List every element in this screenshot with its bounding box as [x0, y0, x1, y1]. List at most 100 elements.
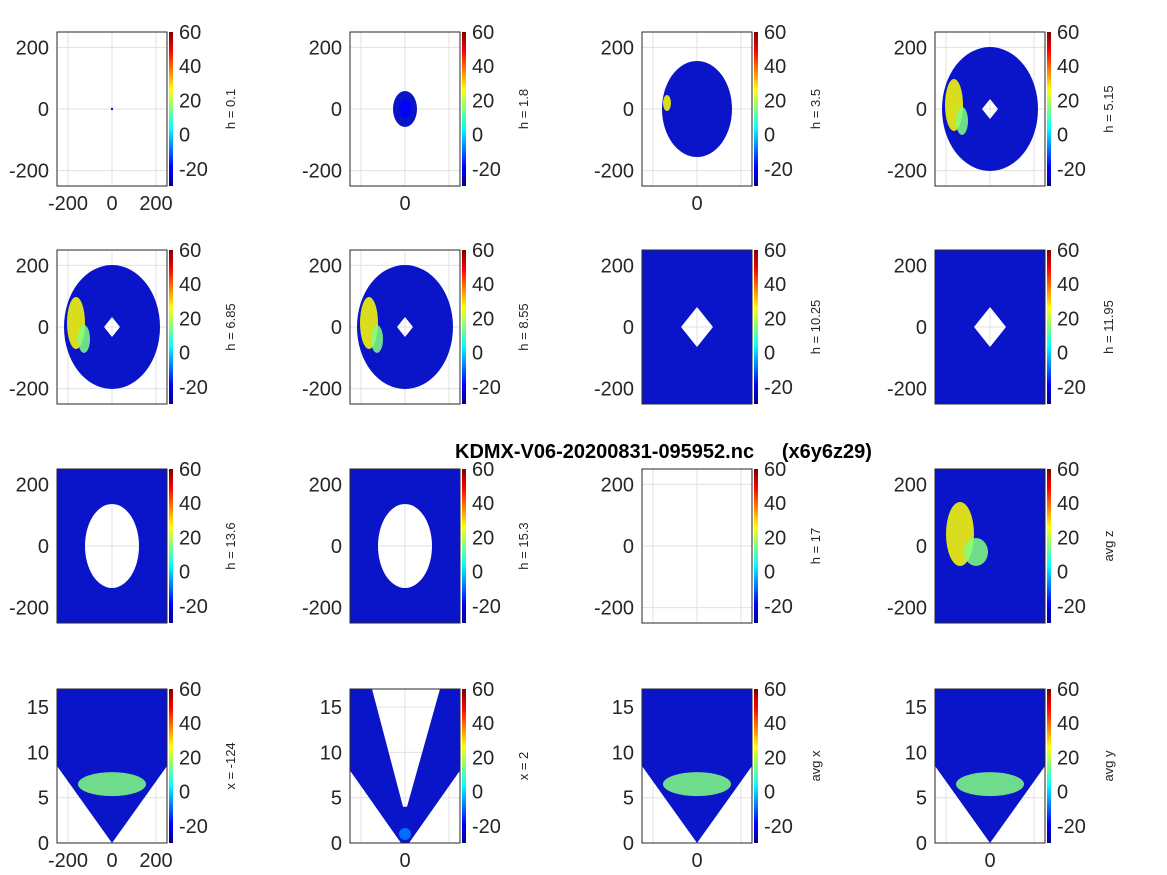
y-tick-label: 200: [16, 255, 49, 277]
colorbar-tick-label: 20: [1057, 747, 1079, 769]
colorbar-tick-label: 60: [179, 22, 201, 44]
x-tick-label: 0: [399, 850, 410, 872]
colorbar: [462, 689, 466, 843]
colorbar-tick-label: 60: [764, 459, 786, 481]
y-tick-label: 200: [601, 255, 634, 277]
y-tick-label: -200: [887, 161, 927, 183]
x-tick-label: 0: [106, 193, 117, 215]
y-tick-label: -200: [594, 161, 634, 183]
colorbar-tick-label: 60: [764, 240, 786, 262]
panel-label: x = -124: [223, 742, 238, 789]
colorbar-tick-label: -20: [764, 159, 793, 181]
colorbar-tick-label: 40: [179, 56, 201, 78]
heatmap-h-1.8: [393, 91, 417, 127]
y-tick-label: 0: [916, 833, 927, 855]
colorbar-tick-label: 40: [764, 493, 786, 515]
panel-label: h = 8.55: [516, 303, 531, 350]
axes-frame: [934, 468, 1046, 624]
colorbar-tick-label: 60: [472, 679, 494, 701]
colorbar-tick-label: 60: [472, 240, 494, 262]
y-tick-label: 5: [331, 788, 342, 810]
y-tick-label: 10: [320, 742, 342, 764]
colorbar: [462, 250, 466, 404]
colorbar-tick-label: 0: [472, 125, 483, 147]
colorbar-tick-label: -20: [179, 596, 208, 618]
y-tick-label: 15: [905, 697, 927, 719]
y-tick-label: 0: [331, 833, 342, 855]
y-tick-label: 0: [331, 536, 342, 558]
colorbar-tick-label: 40: [1057, 56, 1079, 78]
colorbar-tick-label: 60: [1057, 459, 1079, 481]
colorbar-tick-label: 20: [179, 527, 201, 549]
colorbar: [462, 469, 466, 623]
y-tick-label: -200: [9, 379, 49, 401]
echo-region: [110, 107, 114, 111]
colorbar-tick-label: -20: [1057, 159, 1086, 181]
colorbar: [169, 32, 173, 186]
figure-title: KDMX-V06-20200831-095952.nc (x6y6z29): [455, 441, 872, 463]
panel-label: avg y: [1101, 750, 1116, 782]
colorbar-tick-label: 0: [764, 343, 775, 365]
heatmap-h-11.95: [935, 250, 1045, 404]
colorbar-tick-label: 40: [1057, 713, 1079, 735]
echo-region: [942, 47, 1038, 171]
axes-frame: [641, 31, 753, 187]
colorbar-tick-label: 20: [764, 308, 786, 330]
y-tick-label: -200: [9, 161, 49, 183]
colorbar-tick-label: 20: [179, 90, 201, 112]
colorbar-tick-label: 40: [179, 713, 201, 735]
heatmap-x-2: [350, 689, 460, 843]
panel-label: x = 2: [516, 752, 531, 781]
axes-frame: [641, 468, 753, 624]
y-tick-label: 5: [38, 788, 49, 810]
x-tick-label: 0: [691, 850, 702, 872]
colorbar-tick-label: 60: [179, 459, 201, 481]
y-tick-label: 0: [38, 536, 49, 558]
panel-label: h = 0.1: [223, 89, 238, 129]
panel-label: h = 6.85: [223, 303, 238, 350]
colorbar-tick-label: 60: [1057, 679, 1079, 701]
y-tick-label: 200: [309, 255, 342, 277]
heatmap-h-15.3: [350, 469, 460, 623]
colorbar-tick-label: 0: [179, 782, 190, 804]
colorbar-tick-label: 40: [179, 493, 201, 515]
colorbar: [1047, 250, 1051, 404]
colorbar-tick-label: -20: [179, 377, 208, 399]
colorbar-tick-label: 60: [764, 22, 786, 44]
colorbar-tick-label: 20: [764, 527, 786, 549]
y-tick-label: 0: [331, 99, 342, 121]
colorbar-tick-label: 40: [764, 274, 786, 296]
colorbar-tick-label: -20: [472, 596, 501, 618]
colorbar-tick-label: 0: [179, 125, 190, 147]
y-tick-label: -200: [594, 379, 634, 401]
echo-region: [64, 265, 160, 389]
y-tick-label: 200: [894, 255, 927, 277]
axes-frame: [56, 249, 168, 405]
y-tick-label: 0: [623, 317, 634, 339]
echo-region: [662, 61, 732, 157]
heatmap-h-3.5: [662, 61, 732, 157]
colorbar: [169, 250, 173, 404]
y-tick-label: 0: [623, 536, 634, 558]
colorbar-tick-label: 0: [472, 343, 483, 365]
axes-frame: [641, 688, 753, 844]
panel-label: h = 11.95: [1101, 300, 1116, 354]
heatmap-h-5.15: [942, 47, 1038, 171]
y-tick-label: 200: [601, 474, 634, 496]
echo-blob: [956, 107, 968, 135]
colorbar-tick-label: 40: [472, 274, 494, 296]
x-tick-label: 0: [399, 193, 410, 215]
y-tick-label: 0: [38, 833, 49, 855]
heatmap-h-10.25: [642, 250, 752, 404]
colorbar-tick-label: -20: [472, 816, 501, 838]
colorbar-tick-label: -20: [179, 159, 208, 181]
colorbar: [462, 32, 466, 186]
colorbar-tick-label: 40: [1057, 274, 1079, 296]
